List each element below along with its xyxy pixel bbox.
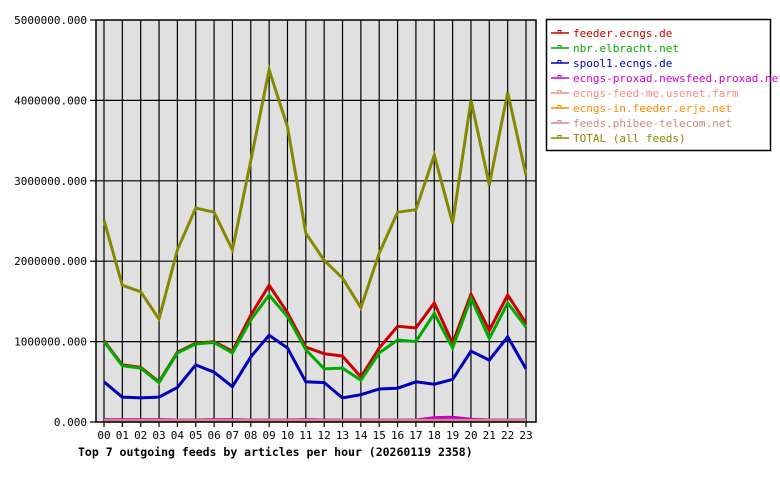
legend-marker-icon bbox=[557, 45, 562, 49]
legend-label: feeds.phibee-telecom.net bbox=[573, 117, 732, 130]
legend-item: feeds.phibee-telecom.net bbox=[551, 117, 732, 130]
legend-marker-icon bbox=[557, 135, 562, 139]
legend-item: feeder.ecngs.de bbox=[551, 27, 672, 40]
legend-marker-icon bbox=[557, 75, 562, 79]
x-tick-label: 09 bbox=[263, 429, 276, 442]
x-tick-label: 08 bbox=[244, 429, 257, 442]
y-tick-label: 2000000.000 bbox=[14, 255, 87, 268]
legend-label: ecngs-in.feeder.erje.net bbox=[573, 102, 732, 115]
y-tick-label: 3000000.000 bbox=[14, 175, 87, 188]
legend-item: TOTAL (all feeds) bbox=[551, 132, 686, 145]
x-axis: 00 01 02 03 04 05 06 07 08 09 10 11 12 13 14 15 16 17 18 19… bbox=[97, 422, 533, 442]
y-axis: 0.000 1000000.000 2000000.000 3000000.000 40… bbox=[14, 14, 96, 429]
x-tick-label: 12 bbox=[318, 429, 331, 442]
legend-label: TOTAL (all feeds) bbox=[573, 132, 686, 145]
legend: feeder.ecngs.de nbr.elbracht.net spool1.ec… bbox=[545, 18, 780, 152]
x-tick-label: 15 bbox=[373, 429, 386, 442]
legend-marker-icon bbox=[557, 30, 562, 34]
x-tick-label: 22 bbox=[501, 429, 514, 442]
x-tick-label: 18 bbox=[428, 429, 441, 442]
legend-marker-icon bbox=[557, 60, 562, 64]
legend-item: ecngs-proxad.newsfeed.proxad.net bbox=[551, 72, 780, 85]
x-tick-label: 01 bbox=[116, 429, 129, 442]
plot-area bbox=[96, 20, 536, 422]
x-tick-label: 20 bbox=[464, 429, 477, 442]
y-tick-label: 5000000.000 bbox=[14, 14, 87, 27]
series-line-total-all-feeds bbox=[102, 63, 528, 323]
x-tick-label: 23 bbox=[519, 429, 532, 442]
legend-label: nbr.elbracht.net bbox=[573, 42, 679, 55]
series-line-nbr-elbracht-net bbox=[102, 292, 528, 385]
legend-item: ecngs-in.feeder.erje.net bbox=[551, 102, 732, 115]
x-tick-label: 19 bbox=[446, 429, 459, 442]
y-tick-label: 0.000 bbox=[54, 416, 87, 429]
x-tick-label: 11 bbox=[299, 429, 312, 442]
x-tick-label: 03 bbox=[152, 429, 165, 442]
legend-marker-icon bbox=[557, 90, 562, 94]
x-tick-label: 00 bbox=[97, 429, 110, 442]
x-tick-label: 13 bbox=[336, 429, 349, 442]
plot-frame bbox=[95, 19, 537, 423]
x-tick-label: 02 bbox=[134, 429, 147, 442]
legend-item: ecngs-feed-me.usenet.farm bbox=[551, 87, 739, 100]
x-tick-label: 07 bbox=[226, 429, 239, 442]
y-tick-label: 1000000.000 bbox=[14, 336, 87, 349]
legend-label: ecngs-feed-me.usenet.farm bbox=[573, 87, 739, 100]
chart-title: Top 7 outgoing feeds by articles per hou… bbox=[78, 445, 473, 459]
x-tick-label: 04 bbox=[171, 429, 185, 442]
legend-box bbox=[545, 18, 772, 152]
x-tick-label: 10 bbox=[281, 429, 294, 442]
legend-marker-icon bbox=[557, 105, 562, 109]
x-tick-label: 06 bbox=[207, 429, 220, 442]
legend-item: spool1.ecngs.de bbox=[551, 57, 672, 70]
legend-marker-icon bbox=[557, 120, 562, 124]
legend-item: nbr.elbracht.net bbox=[551, 42, 679, 55]
legend-label: ecngs-proxad.newsfeed.proxad.net bbox=[573, 72, 780, 85]
legend-label: feeder.ecngs.de bbox=[573, 27, 672, 40]
x-tick-label: 05 bbox=[189, 429, 202, 442]
series-line-spool1-ecngs-de bbox=[103, 333, 528, 400]
legend-label: spool1.ecngs.de bbox=[573, 57, 672, 70]
x-tick-label: 17 bbox=[409, 429, 422, 442]
x-tick-label: 16 bbox=[391, 429, 404, 442]
x-tick-label: 14 bbox=[354, 429, 368, 442]
y-tick-label: 4000000.000 bbox=[14, 94, 87, 107]
x-tick-label: 21 bbox=[483, 429, 496, 442]
series-lines bbox=[102, 63, 528, 423]
